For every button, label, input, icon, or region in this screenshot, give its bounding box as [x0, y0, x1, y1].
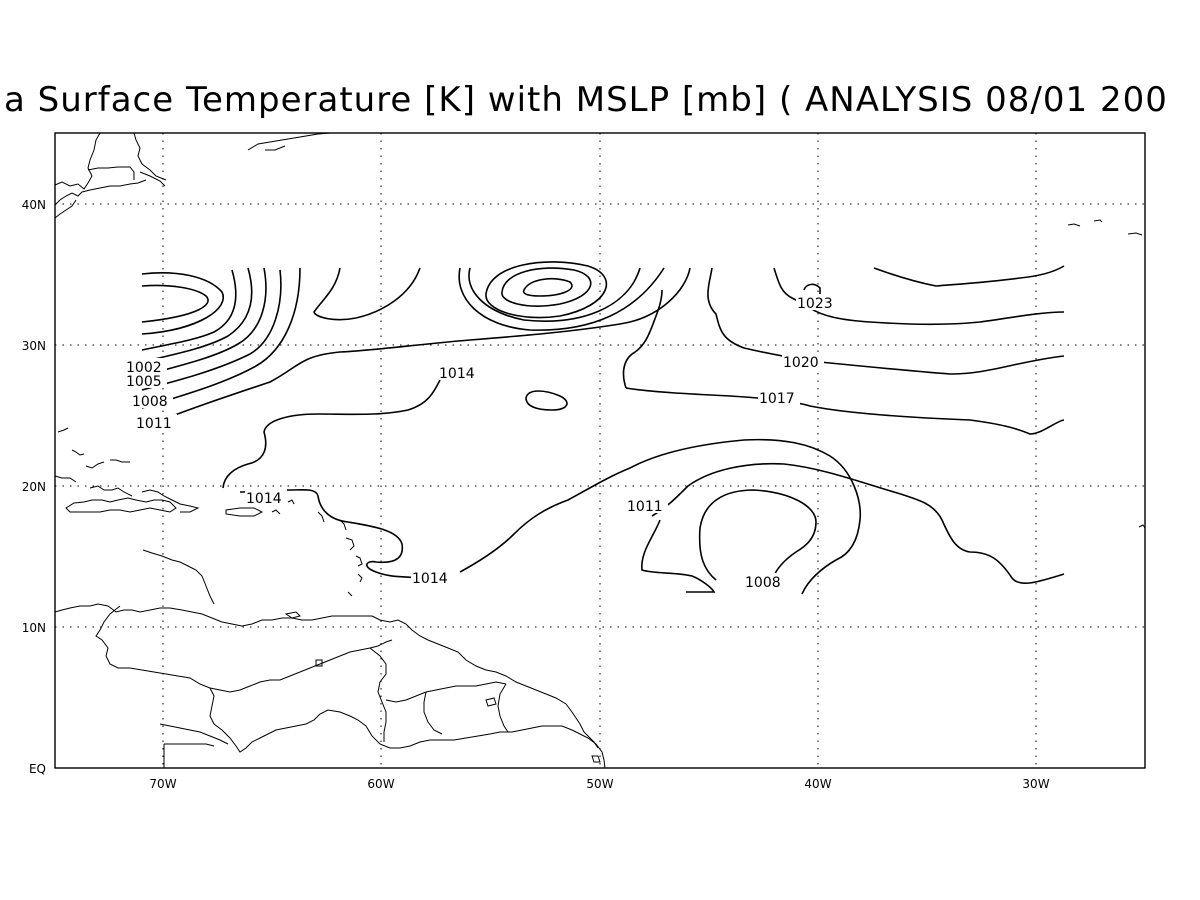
map-title-text: a Surface Temperature [K] with MSLP [mb]… [4, 80, 1168, 120]
contour-label-1014-north: 1014 [439, 366, 475, 382]
lon-tick-50w: 50W [586, 777, 613, 791]
lon-tick-60w: 60W [367, 777, 394, 791]
contour-label-1005: 1005 [126, 374, 162, 390]
contour-label-1008-west: 1008 [132, 394, 168, 410]
lat-tick-eq: EQ [29, 762, 46, 776]
lat-axis: EQ 10N 20N 30N 40N [22, 198, 46, 776]
lon-tick-30w: 30W [1022, 777, 1049, 791]
contour-label-1011-west: 1011 [136, 416, 172, 432]
lat-tick-40n: 40N [22, 198, 46, 212]
lat-tick-10n: 10N [22, 621, 46, 635]
contour-label-1014-caribbean: 1014 [246, 491, 282, 507]
lon-tick-40w: 40W [804, 777, 831, 791]
contour-label-1020: 1020 [783, 355, 819, 371]
contour-label-1017: 1017 [759, 391, 795, 407]
mslp-contours [141, 261, 1065, 595]
lon-axis: 70W 60W 50W 40W 30W [149, 777, 1049, 791]
contour-labels: 1002 1005 1008 1011 1014 1014 1014 1014 … [125, 294, 838, 591]
map-frame [54, 132, 1146, 769]
lat-tick-20n: 20N [22, 480, 46, 494]
graticule [55, 133, 1145, 768]
coastlines [54, 132, 1146, 769]
lat-tick-30n: 30N [22, 339, 46, 353]
contour-label-1011-east: 1011 [627, 499, 663, 515]
contour-label-1023: 1023 [797, 296, 833, 312]
map-title: a Surface Temperature [K] with MSLP [mb]… [0, 78, 1200, 128]
contour-label-1014-south: 1014 [412, 571, 448, 587]
contour-label-1008-east: 1008 [745, 575, 781, 591]
lon-tick-70w: 70W [149, 777, 176, 791]
